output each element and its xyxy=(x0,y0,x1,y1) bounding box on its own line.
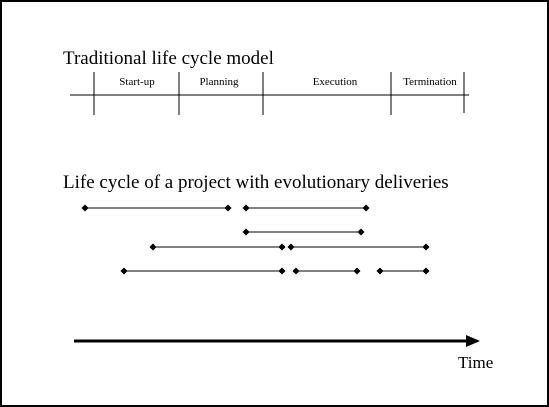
time-axis-label: Time xyxy=(458,353,494,372)
phase-label-startup: Start-up xyxy=(119,76,155,88)
evolutionary-segments xyxy=(81,204,430,275)
phase-label-execution: Execution xyxy=(312,76,358,88)
segment-end-marker xyxy=(422,267,430,275)
segment-end-marker xyxy=(278,267,286,275)
segment-end-marker xyxy=(362,204,370,212)
delivery-segment xyxy=(242,204,370,212)
segment-start-marker xyxy=(287,243,295,251)
segment-end-marker xyxy=(224,204,232,212)
segment-start-marker xyxy=(120,267,128,275)
segment-end-marker xyxy=(357,228,365,236)
arrowhead-icon xyxy=(466,335,480,347)
delivery-segment xyxy=(81,204,232,212)
segment-end-marker xyxy=(353,267,361,275)
phase-label-termination: Termination xyxy=(403,76,457,88)
evolutionary-model-title: Life cycle of a project with evolutionar… xyxy=(63,172,449,193)
traditional-timeline xyxy=(70,72,469,115)
segment-end-marker xyxy=(422,243,430,251)
segment-start-marker xyxy=(376,267,384,275)
delivery-segment xyxy=(149,243,286,251)
segment-start-marker xyxy=(81,204,89,212)
traditional-model-title: Traditional life cycle model xyxy=(63,48,274,69)
delivery-segment xyxy=(287,243,430,251)
segment-end-marker xyxy=(278,243,286,251)
segment-start-marker xyxy=(292,267,300,275)
segment-start-marker xyxy=(149,243,157,251)
segment-start-marker xyxy=(242,228,250,236)
segment-start-marker xyxy=(242,204,250,212)
time-axis-arrow xyxy=(74,335,480,347)
phase-label-planning: Planning xyxy=(199,76,239,88)
delivery-segment xyxy=(242,228,365,236)
delivery-segment xyxy=(120,267,286,275)
delivery-segment xyxy=(292,267,361,275)
delivery-segment xyxy=(376,267,430,275)
